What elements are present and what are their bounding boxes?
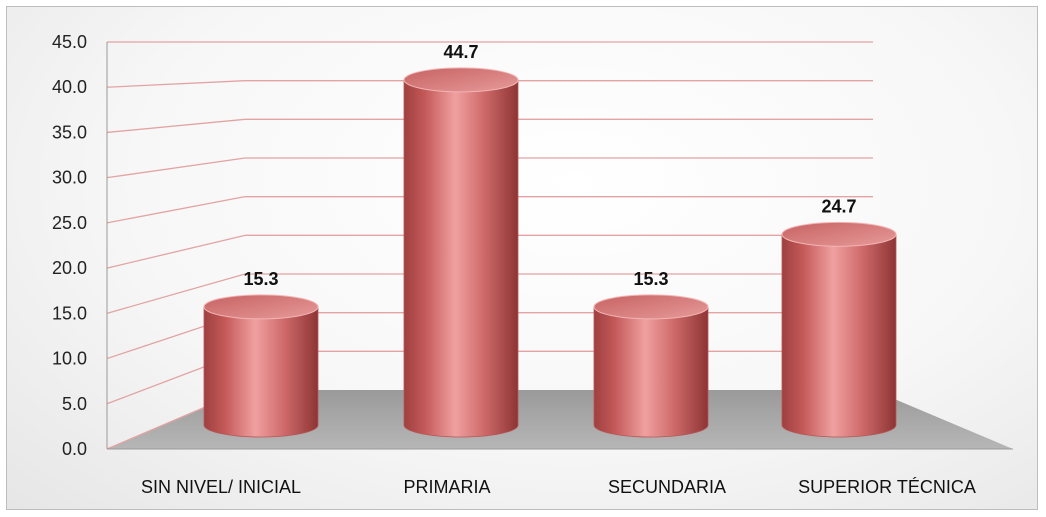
data-label: 24.7 xyxy=(821,196,856,216)
bar xyxy=(781,221,897,438)
y-tick-label: 40.0 xyxy=(52,77,87,97)
bar-body xyxy=(781,233,897,438)
x-tick-label: SUPERIOR TÉCNICA xyxy=(798,477,976,497)
x-tick-label: SIN NIVEL/ INICIAL xyxy=(141,477,301,497)
y-tick-label: 10.0 xyxy=(52,349,87,369)
y-tick-label: 35.0 xyxy=(52,122,87,142)
bar-body xyxy=(593,306,709,438)
bar-top xyxy=(593,294,709,320)
gridline-side xyxy=(106,196,246,224)
y-tick-label: 25.0 xyxy=(52,213,87,233)
y-tick-label: 30.0 xyxy=(52,168,87,188)
gridline-side xyxy=(106,118,246,134)
bar-top xyxy=(781,221,897,247)
y-tick-label: 45.0 xyxy=(52,32,87,52)
y-tick-label: 0.0 xyxy=(62,439,87,459)
x-tick-label: PRIMARIA xyxy=(403,477,490,497)
y-tick-label: 15.0 xyxy=(52,303,87,323)
bar-top xyxy=(403,67,519,93)
gridline-side xyxy=(106,80,246,88)
bar xyxy=(593,294,709,438)
bar xyxy=(203,294,319,438)
y-tick-label: 20.0 xyxy=(52,258,87,278)
bar-top xyxy=(203,294,319,320)
data-label: 44.7 xyxy=(443,42,478,62)
gridline-side xyxy=(106,273,246,314)
bar xyxy=(403,67,519,438)
data-label: 15.3 xyxy=(633,269,668,289)
gridline-side xyxy=(106,234,246,269)
y-tick-label: 5.0 xyxy=(62,394,87,414)
chart-frame: 0.0 5.0 10.0 15.0 20.0 25.0 30.0 35.0 40.0 45.0 S… xyxy=(6,6,1038,510)
x-tick-label: SECUNDARIA xyxy=(608,477,726,497)
data-label: 15.3 xyxy=(243,269,278,289)
bar-body xyxy=(403,79,519,438)
gridline-side xyxy=(106,157,246,179)
bar-body xyxy=(203,306,319,438)
bar-chart: 0.0 5.0 10.0 15.0 20.0 25.0 30.0 35.0 40.0 45.0 S… xyxy=(52,32,1013,497)
